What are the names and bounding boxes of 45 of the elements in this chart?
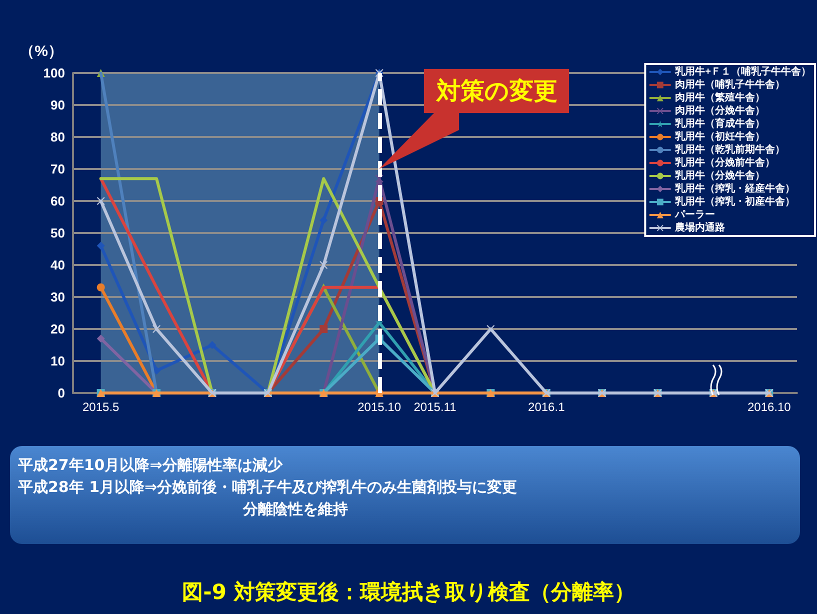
- legend-label: 肉用牛（分娩牛舎）: [675, 104, 766, 116]
- x-tick-label: 2015.5: [82, 400, 120, 414]
- point: [96, 334, 105, 343]
- annotation: 対策の変更: [424, 69, 570, 113]
- y-tick-label: 100: [43, 66, 65, 80]
- legend-label: 乳用牛（搾乳・初産牛舎）: [674, 196, 796, 208]
- y-tick-label: 20: [50, 322, 65, 336]
- point: [96, 283, 105, 292]
- point: [152, 325, 161, 333]
- legend-label: 乳用牛（育成牛舎）: [674, 118, 766, 130]
- point: [320, 261, 328, 269]
- y-tick-label: 40: [50, 258, 65, 272]
- point: [96, 197, 105, 205]
- text: 平成27年10月以降⇒分離陽性率は減少: [18, 455, 284, 476]
- text: 図-9 対策変更後：環境拭き取り検査（分離率）: [181, 579, 636, 606]
- legend-label: 乳用牛（分娩牛舎）: [674, 170, 766, 182]
- point: [320, 325, 328, 333]
- legend-label: 乳用牛（乾乳前期牛舎）: [674, 144, 786, 156]
- legend-label: パーラー: [674, 210, 716, 220]
- point: [320, 216, 328, 224]
- legend-label: 乳用牛+Ｆ１（哺乳子牛牛舎）: [674, 66, 812, 78]
- text: 分離陰性を維持: [242, 499, 349, 520]
- legend-label: 肉用牛（繁殖牛舎）: [675, 92, 766, 104]
- y-tick-label: 80: [50, 130, 65, 144]
- y-tick-label: 10: [50, 354, 65, 368]
- legend-label: 乳用牛（分娩前牛舎）: [674, 156, 776, 168]
- point: [375, 174, 384, 183]
- y-axis-title: （%）: [20, 43, 63, 60]
- y-tick-label: 30: [50, 290, 65, 304]
- y-tick-label: 90: [50, 98, 65, 112]
- y-tick-label: 50: [50, 226, 65, 240]
- legend-label: 乳用牛（初妊牛舎）: [674, 130, 766, 142]
- x-tick-label: 2016.1: [528, 400, 566, 414]
- y-tick-label: 0: [58, 386, 65, 400]
- legend-label: 農場内通路: [674, 222, 726, 234]
- y-tick-label: 60: [50, 194, 65, 208]
- y-tick-label: 70: [50, 162, 65, 176]
- legend-label: 乳用牛（搾乳・経産牛舎）: [674, 182, 796, 194]
- legend-label: 肉用牛（哺乳子牛牛舎）: [675, 78, 786, 90]
- point: [208, 341, 216, 349]
- text: 平成28年 1月以降⇒分娩前後・哺乳子牛及び搾乳牛のみ生菌剤投与に変更: [18, 477, 518, 498]
- point: [96, 242, 105, 250]
- x-tick-label: 2015.10: [358, 400, 402, 414]
- x-tick-label: 2016.10: [747, 400, 792, 414]
- x-tick-label: 2015.11: [414, 400, 457, 414]
